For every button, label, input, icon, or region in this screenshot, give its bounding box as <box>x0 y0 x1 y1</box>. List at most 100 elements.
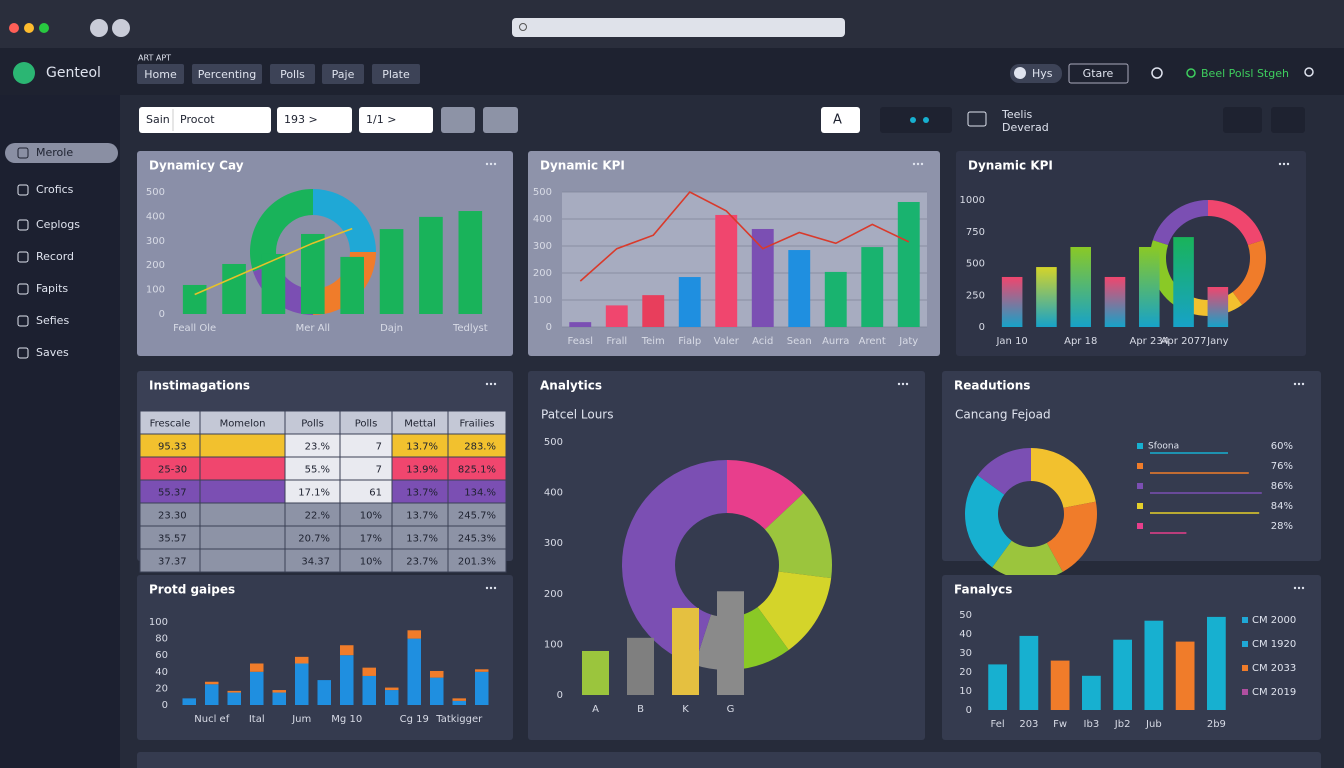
bar <box>1144 620 1164 710</box>
tab-icon[interactable] <box>90 19 108 37</box>
legend-swatch <box>1242 617 1248 623</box>
sidebar-item[interactable]: Merole <box>36 146 73 159</box>
table-value: 10% <box>360 511 382 522</box>
search-button[interactable] <box>1304 67 1314 77</box>
legend-name: CM 2019 <box>1252 687 1296 698</box>
sidebar-item[interactable]: Ceplogs <box>36 218 80 231</box>
bar <box>295 663 309 705</box>
panel-menu-dot[interactable] <box>1293 586 1297 590</box>
nav-button[interactable] <box>270 64 315 84</box>
panel-menu-dot[interactable] <box>1297 382 1301 386</box>
nav-label: Polls <box>280 68 305 81</box>
panel-menu-dot[interactable] <box>1286 162 1290 166</box>
refresh-icon[interactable] <box>1151 67 1163 79</box>
nav-button[interactable] <box>192 64 262 84</box>
panel-menu-dot[interactable] <box>916 162 920 166</box>
table-value: 55.37 <box>158 488 187 499</box>
minimize-dot[interactable] <box>24 23 34 33</box>
sidebar-item[interactable]: Saves <box>36 346 69 359</box>
icon-button[interactable] <box>483 107 518 133</box>
panel-menu-dot[interactable] <box>485 586 489 590</box>
bar <box>642 295 665 327</box>
donut-segment <box>764 493 832 579</box>
panel-menu-dot[interactable] <box>1282 162 1286 166</box>
panel-menu-dot[interactable] <box>493 586 497 590</box>
table-cell <box>199 433 286 458</box>
table-cell <box>199 548 286 573</box>
nav-label: Home <box>144 68 177 81</box>
y-tick-label: 80 <box>155 634 168 645</box>
select-label: 1/1 > <box>366 113 396 126</box>
address-bar[interactable] <box>512 18 845 37</box>
panel-menu-dot[interactable] <box>1301 586 1305 590</box>
sidebar-icon <box>17 219 29 231</box>
table-value: 13.7% <box>406 488 438 499</box>
panel-menu-dot[interactable] <box>493 162 497 166</box>
panel-menu-dot[interactable] <box>489 382 493 386</box>
y-tick-label: 100 <box>544 639 563 650</box>
panel-menu-dot[interactable] <box>901 382 905 386</box>
table-cell <box>339 479 393 504</box>
y-tick-label: 0 <box>979 322 985 333</box>
y-tick-label: 200 <box>544 589 563 600</box>
panel-menu-dot[interactable] <box>1297 586 1301 590</box>
bar <box>272 692 286 705</box>
header-button-label: Gtare <box>1083 67 1114 80</box>
icon-button[interactable] <box>441 107 475 133</box>
bar <box>788 250 811 327</box>
maximize-dot[interactable] <box>39 23 49 33</box>
nav-button[interactable] <box>137 64 184 84</box>
x-tick-label: Jan 10 <box>995 336 1027 347</box>
panel-menu-dot[interactable] <box>485 162 489 166</box>
bar <box>1175 641 1195 710</box>
select[interactable] <box>277 107 352 133</box>
y-tick-label: 20 <box>155 683 168 694</box>
panel-menu-dot[interactable] <box>1301 382 1305 386</box>
table-value: 825.1% <box>458 465 496 476</box>
y-tick-label: 20 <box>959 667 972 678</box>
panel-subtitle: Patcel Lours <box>541 408 614 422</box>
sidebar-item[interactable]: Record <box>36 250 74 263</box>
table-value: 55.% <box>305 465 330 476</box>
panel-menu-dot[interactable] <box>920 162 924 166</box>
panel-menu-dot[interactable] <box>905 382 909 386</box>
x-tick-label: Ib3 <box>1084 719 1100 730</box>
legend-value: 60% <box>1271 441 1293 452</box>
bar <box>1173 237 1194 327</box>
bar <box>362 667 376 676</box>
sidebar-item[interactable]: Crofics <box>36 183 74 196</box>
x-tick-label: Fialp <box>678 336 701 347</box>
panel-menu-dot[interactable] <box>1293 382 1297 386</box>
search-input[interactable] <box>139 107 271 133</box>
panel-menu-dot[interactable] <box>493 382 497 386</box>
panel-menu-dot[interactable] <box>489 162 493 166</box>
table-value: 245.3% <box>458 534 496 545</box>
panel-menu-dot[interactable] <box>489 586 493 590</box>
legend-value: 76% <box>1271 461 1293 472</box>
panel-menu-dot[interactable] <box>1278 162 1282 166</box>
sidebar-item[interactable]: Fapits <box>36 282 68 295</box>
icon-button[interactable] <box>1271 107 1305 133</box>
bar <box>261 253 286 314</box>
icon-button[interactable] <box>1223 107 1262 133</box>
bar <box>824 271 847 327</box>
donut-segment <box>964 475 1012 568</box>
y-tick-label: 40 <box>959 629 972 640</box>
panel-menu-dot[interactable] <box>485 382 489 386</box>
sidebar-item[interactable]: Sefies <box>36 314 69 327</box>
nav-button[interactable] <box>322 64 364 84</box>
bar <box>988 664 1007 710</box>
panel-menu-dot[interactable] <box>897 382 901 386</box>
header-button[interactable] <box>1068 63 1129 84</box>
x-tick-label: Cg 19 <box>400 714 429 725</box>
x-tick-label: Sean <box>787 336 812 347</box>
select[interactable] <box>359 107 433 133</box>
tab-icon[interactable] <box>112 19 130 37</box>
font-button[interactable] <box>821 107 860 133</box>
x-tick-label: Jub <box>1145 719 1162 730</box>
panel-menu-dot[interactable] <box>912 162 916 166</box>
legend-swatch <box>1137 483 1143 489</box>
close-dot[interactable] <box>9 23 19 33</box>
y-tick-label: 400 <box>544 488 563 499</box>
nav-button[interactable] <box>372 64 420 84</box>
